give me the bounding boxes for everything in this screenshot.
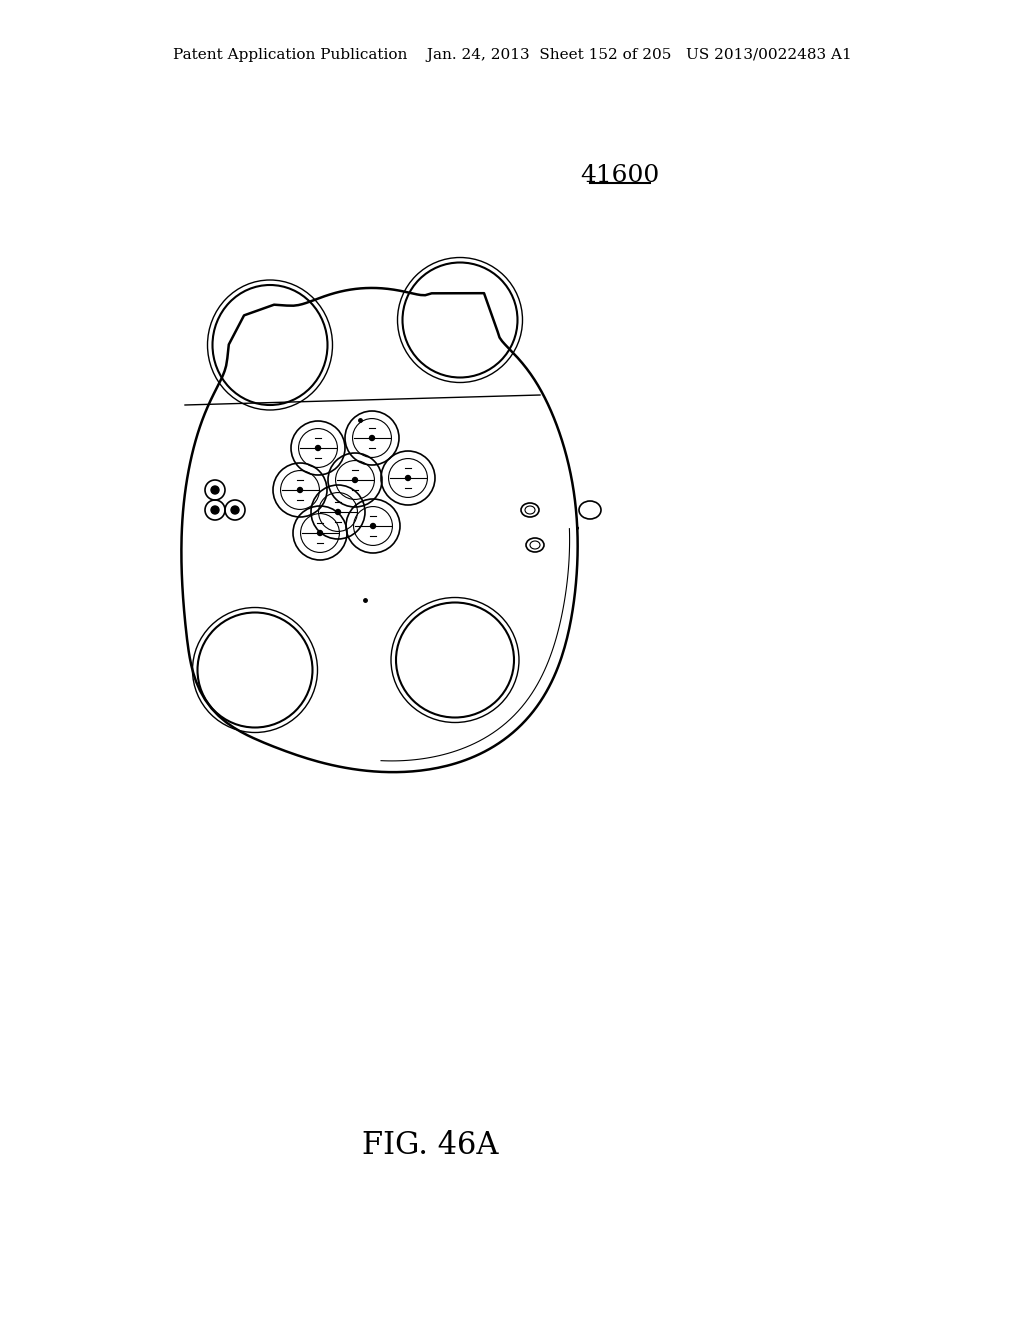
Circle shape xyxy=(317,531,323,536)
Circle shape xyxy=(406,475,411,480)
Circle shape xyxy=(315,446,321,450)
Text: 41600: 41600 xyxy=(581,164,659,186)
Circle shape xyxy=(298,487,302,492)
Circle shape xyxy=(352,478,357,483)
Text: FIG. 46A: FIG. 46A xyxy=(361,1130,499,1160)
Circle shape xyxy=(336,510,341,515)
Circle shape xyxy=(371,524,376,528)
Circle shape xyxy=(211,506,219,513)
Circle shape xyxy=(370,436,375,441)
Circle shape xyxy=(231,506,239,513)
Text: Patent Application Publication    Jan. 24, 2013  Sheet 152 of 205   US 2013/0022: Patent Application Publication Jan. 24, … xyxy=(173,48,851,62)
Circle shape xyxy=(211,486,219,494)
